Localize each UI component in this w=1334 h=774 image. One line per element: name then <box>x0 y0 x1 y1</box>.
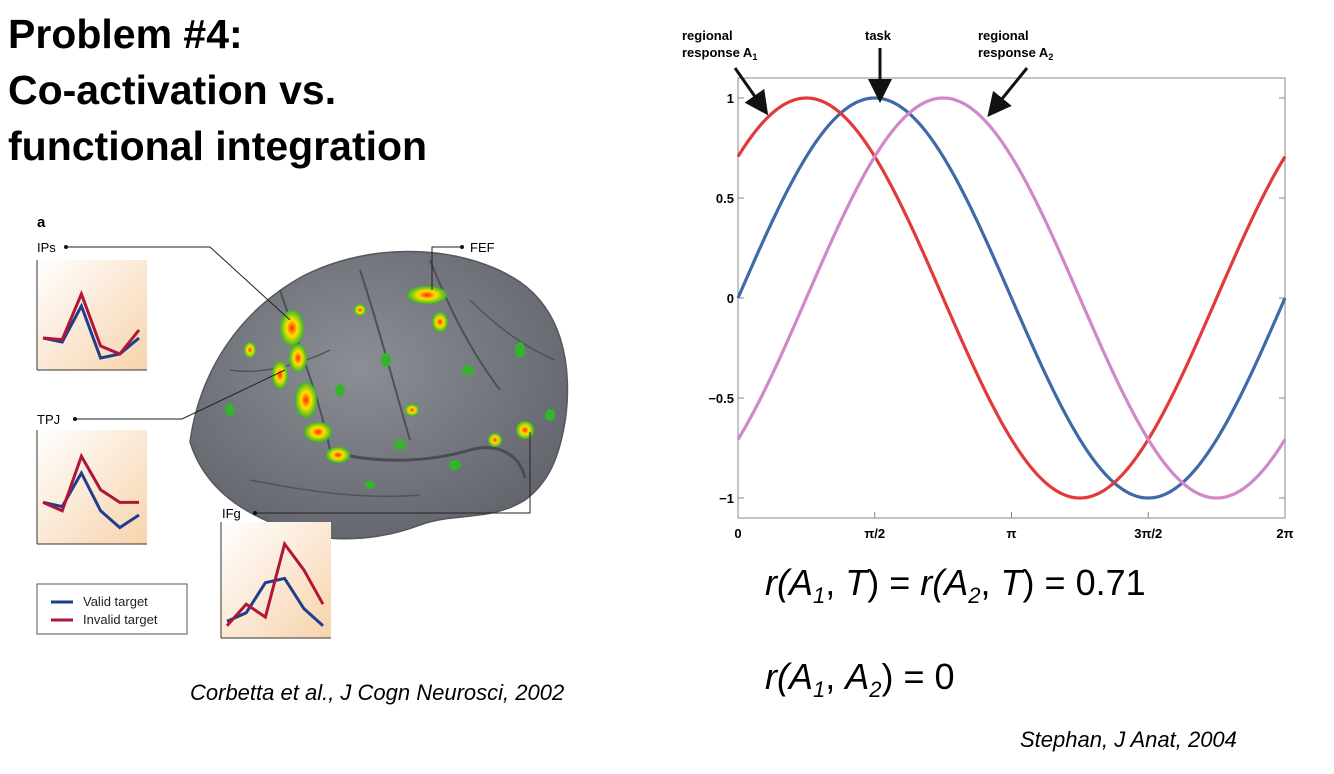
region-label-tpj: TPJ <box>37 412 60 427</box>
right-citation: Stephan, J Anat, 2004 <box>1020 727 1237 752</box>
trace-legend: Valid target Invalid target <box>36 583 188 635</box>
series-line-regional-response-a1 <box>736 96 1287 500</box>
slide-title: Problem #4: Co-activation vs. functional… <box>8 6 427 174</box>
activation-clusters <box>225 286 555 489</box>
legend-valid-label: Valid target <box>83 594 148 609</box>
series-line-task <box>736 96 1287 500</box>
trace-panel-ifg <box>220 522 331 639</box>
x-tick-label: 3π/2 <box>1134 526 1162 540</box>
leader-lines <box>66 246 531 514</box>
arrow-a2 <box>987 67 1029 117</box>
x-tick-label: π <box>1007 526 1017 540</box>
y-tick-label: 0 <box>727 291 734 306</box>
y-tick-label: −0.5 <box>708 391 734 406</box>
annotation-a1-line2: response A1 <box>682 45 757 62</box>
x-tick-label: 0 <box>734 526 741 540</box>
region-label-ifg: IFg <box>222 506 241 521</box>
trace-tpj-valid <box>42 469 140 530</box>
annotation-a2-line2: response A2 <box>978 45 1053 62</box>
title-line-3: functional integration <box>8 123 428 169</box>
equation-1: r(A1, T) = r(A2, T) = 0.71 <box>765 562 1146 608</box>
series-layer <box>736 96 1287 500</box>
trace-panel-tpj <box>36 430 147 545</box>
arrow-a1 <box>733 67 769 116</box>
series-line-regional-response-a2 <box>736 96 1287 500</box>
trace-tpj-invalid <box>42 452 139 513</box>
annotation-a1-line1: regional <box>682 28 733 43</box>
region-label-ips: IPs <box>37 240 56 255</box>
brain-activation-figure: a <box>36 214 569 639</box>
annotation-task: task <box>865 28 892 43</box>
equation-2: r(A1, A2) = 0 <box>765 656 955 702</box>
trace-panel-ips <box>36 260 147 371</box>
leader-dots <box>64 245 464 515</box>
title-line-1: Problem #4: <box>8 11 243 57</box>
region-label-fef: FEF <box>470 240 495 255</box>
panel-letter: a <box>37 214 46 231</box>
trace-ips-invalid <box>42 289 141 356</box>
y-tick-label: 0.5 <box>716 191 734 206</box>
x-tick-label: π/2 <box>864 526 885 540</box>
axis-ticks: 1 0.5 0 −0.5 −1 0 π/2 π 3π/2 2π <box>708 91 1293 540</box>
y-tick-label: −1 <box>719 491 734 506</box>
annotation-arrows <box>733 48 1029 117</box>
y-tick-label: 1 <box>727 91 734 106</box>
x-tick-label: 2π <box>1276 526 1293 540</box>
trace-ifg-invalid <box>225 540 325 627</box>
annotation-a2-line1: regional <box>978 28 1029 43</box>
brain-cortex-image <box>189 250 569 540</box>
sine-correlation-chart: 1 0.5 0 −0.5 −1 0 π/2 π 3π/2 2π regional response… <box>682 28 1294 540</box>
title-line-2: Co-activation vs. <box>8 67 337 113</box>
left-citation: Corbetta et al., J Cogn Neurosci, 2002 <box>190 680 565 705</box>
legend-invalid-label: Invalid target <box>83 612 158 627</box>
